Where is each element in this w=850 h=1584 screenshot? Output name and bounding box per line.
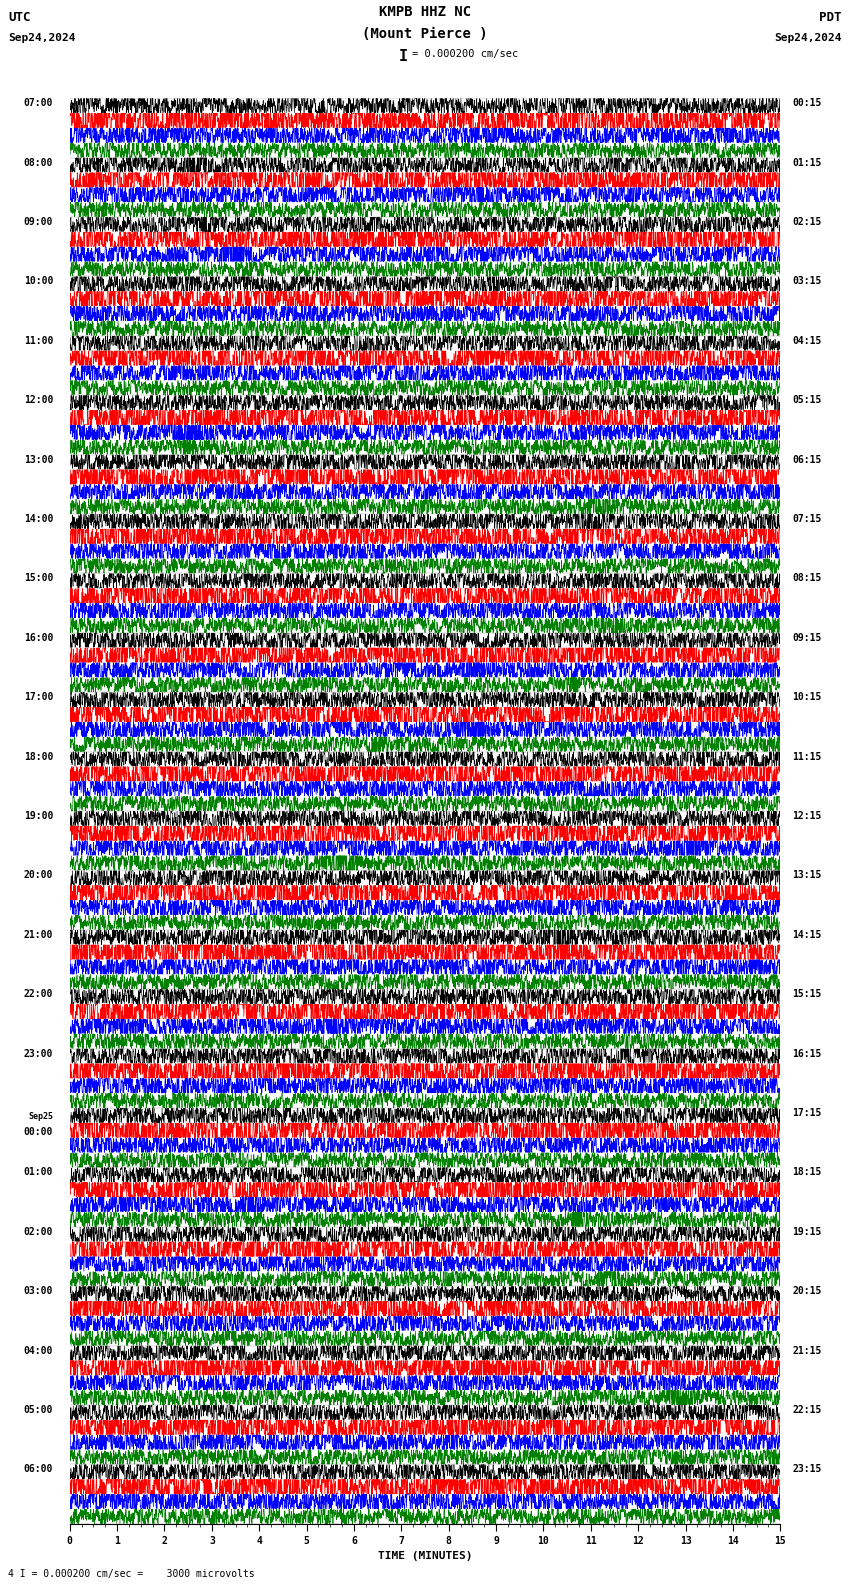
Text: 16:15: 16:15 — [792, 1049, 821, 1058]
Text: 07:15: 07:15 — [792, 515, 821, 524]
X-axis label: TIME (MINUTES): TIME (MINUTES) — [377, 1551, 473, 1562]
Text: 01:00: 01:00 — [24, 1167, 53, 1177]
Text: 11:15: 11:15 — [792, 752, 821, 762]
Text: 19:00: 19:00 — [24, 811, 53, 821]
Text: 17:15: 17:15 — [792, 1109, 821, 1118]
Text: 23:15: 23:15 — [792, 1464, 821, 1475]
Text: 04:15: 04:15 — [792, 336, 821, 345]
Text: 15:15: 15:15 — [792, 988, 821, 1000]
Text: 03:15: 03:15 — [792, 276, 821, 287]
Text: UTC: UTC — [8, 11, 31, 24]
Text: 02:15: 02:15 — [792, 217, 821, 227]
Text: Sep24,2024: Sep24,2024 — [774, 33, 842, 43]
Text: 12:15: 12:15 — [792, 811, 821, 821]
Text: 13:15: 13:15 — [792, 871, 821, 881]
Text: 07:00: 07:00 — [24, 98, 53, 108]
Text: 04:00: 04:00 — [24, 1345, 53, 1356]
Text: 21:00: 21:00 — [24, 930, 53, 939]
Text: 18:15: 18:15 — [792, 1167, 821, 1177]
Text: PDT: PDT — [819, 11, 842, 24]
Text: 09:00: 09:00 — [24, 217, 53, 227]
Text: 03:00: 03:00 — [24, 1286, 53, 1296]
Text: 12:00: 12:00 — [24, 394, 53, 406]
Text: 10:15: 10:15 — [792, 692, 821, 702]
Text: 20:15: 20:15 — [792, 1286, 821, 1296]
Text: 21:15: 21:15 — [792, 1345, 821, 1356]
Text: 10:00: 10:00 — [24, 276, 53, 287]
Text: 00:00: 00:00 — [24, 1128, 53, 1137]
Text: 01:15: 01:15 — [792, 158, 821, 168]
Text: 15:00: 15:00 — [24, 573, 53, 583]
Text: 4 I = 0.000200 cm/sec =    3000 microvolts: 4 I = 0.000200 cm/sec = 3000 microvolts — [8, 1570, 255, 1579]
Text: = 0.000200 cm/sec: = 0.000200 cm/sec — [412, 49, 518, 59]
Text: I: I — [400, 49, 408, 63]
Text: 02:00: 02:00 — [24, 1226, 53, 1237]
Text: 20:00: 20:00 — [24, 871, 53, 881]
Text: 23:00: 23:00 — [24, 1049, 53, 1058]
Text: 11:00: 11:00 — [24, 336, 53, 345]
Text: 22:15: 22:15 — [792, 1405, 821, 1415]
Text: 00:15: 00:15 — [792, 98, 821, 108]
Text: Sep25: Sep25 — [28, 1112, 53, 1121]
Text: 17:00: 17:00 — [24, 692, 53, 702]
Text: 14:15: 14:15 — [792, 930, 821, 939]
Text: 18:00: 18:00 — [24, 752, 53, 762]
Text: 05:15: 05:15 — [792, 394, 821, 406]
Text: 16:00: 16:00 — [24, 632, 53, 643]
Text: 08:00: 08:00 — [24, 158, 53, 168]
Text: 19:15: 19:15 — [792, 1226, 821, 1237]
Text: 09:15: 09:15 — [792, 632, 821, 643]
Text: 13:00: 13:00 — [24, 455, 53, 464]
Text: 05:00: 05:00 — [24, 1405, 53, 1415]
Text: 06:00: 06:00 — [24, 1464, 53, 1475]
Text: 14:00: 14:00 — [24, 515, 53, 524]
Text: 06:15: 06:15 — [792, 455, 821, 464]
Text: 22:00: 22:00 — [24, 988, 53, 1000]
Text: KMPB HHZ NC: KMPB HHZ NC — [379, 5, 471, 19]
Text: 08:15: 08:15 — [792, 573, 821, 583]
Text: Sep24,2024: Sep24,2024 — [8, 33, 76, 43]
Text: (Mount Pierce ): (Mount Pierce ) — [362, 27, 488, 41]
